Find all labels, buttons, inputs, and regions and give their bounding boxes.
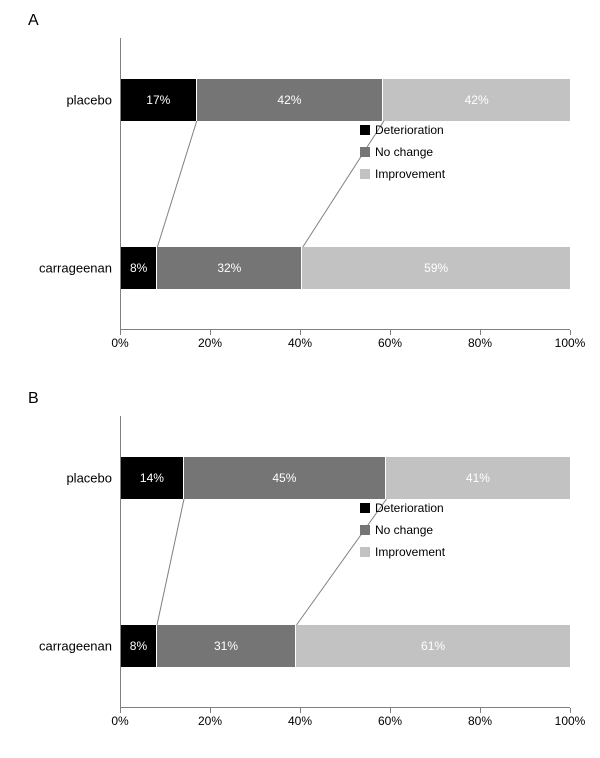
x-tick [300, 708, 301, 713]
bar-segment-label: 45% [272, 471, 296, 485]
legend-label: Deterioration [375, 501, 444, 515]
x-tick [570, 330, 571, 335]
bar-row: 8% 32% 59% [121, 247, 570, 289]
bar-segment: 41% [386, 457, 570, 499]
bar-segment-label: 8% [130, 261, 147, 275]
bar-segment-label: 61% [421, 639, 445, 653]
bar-segment-label: 42% [465, 93, 489, 107]
bar-segment: 59% [302, 247, 570, 289]
x-tick-label: 40% [288, 714, 312, 728]
x-axis: 0%20%40%60%80%100% [120, 708, 570, 732]
bar-segment: 61% [296, 625, 570, 667]
legend-item: No change [360, 145, 445, 159]
legend-label: No change [375, 523, 433, 537]
bar-segment-label: 59% [424, 261, 448, 275]
x-tick [120, 708, 121, 713]
x-tick-label: 80% [468, 714, 492, 728]
x-tick [120, 330, 121, 335]
x-tick-label: 20% [198, 714, 222, 728]
x-tick-label: 20% [198, 336, 222, 350]
bar-segment-label: 42% [277, 93, 301, 107]
category-label: placebo [30, 471, 112, 486]
x-tick [480, 330, 481, 335]
legend-swatch [360, 525, 370, 535]
category-label: carrageenan [30, 261, 112, 276]
x-tick [210, 708, 211, 713]
legend-item: Improvement [360, 167, 445, 181]
bar-segment-label: 14% [140, 471, 164, 485]
bar-segment-label: 8% [130, 639, 147, 653]
legend-label: Improvement [375, 167, 445, 181]
legend-item: Deterioration [360, 123, 445, 137]
x-tick-label: 40% [288, 336, 312, 350]
panel-letter: B [28, 390, 39, 408]
bar-segment: 17% [121, 79, 197, 121]
bar-segment: 32% [157, 247, 302, 289]
x-tick [300, 330, 301, 335]
x-tick [210, 330, 211, 335]
bar-segment: 42% [197, 79, 384, 121]
bar-segment: 8% [121, 625, 157, 667]
bar-row: 8% 31% 61% [121, 625, 570, 667]
bar-segment: 14% [121, 457, 184, 499]
legend-label: No change [375, 145, 433, 159]
bar-segment-label: 17% [146, 93, 170, 107]
legend-item: No change [360, 523, 445, 537]
legend-swatch [360, 169, 370, 179]
x-tick [390, 330, 391, 335]
plot-area: 17% 42% 42% 8% 32% 59% [120, 38, 570, 330]
x-tick [570, 708, 571, 713]
x-tick-label: 80% [468, 336, 492, 350]
x-tick-label: 100% [555, 336, 586, 350]
legend-swatch [360, 147, 370, 157]
x-tick-label: 0% [111, 714, 128, 728]
legend-label: Deterioration [375, 123, 444, 137]
x-tick [480, 708, 481, 713]
x-tick-label: 60% [378, 714, 402, 728]
legend-item: Improvement [360, 545, 445, 559]
x-tick [390, 708, 391, 713]
bar-segment: 8% [121, 247, 157, 289]
x-tick-label: 0% [111, 336, 128, 350]
bar-segment-label: 31% [214, 639, 238, 653]
x-tick-label: 100% [555, 714, 586, 728]
bar-segment: 31% [157, 625, 296, 667]
x-tick-label: 60% [378, 336, 402, 350]
bar-segment-label: 32% [217, 261, 241, 275]
bar-row: 14% 45% 41% [121, 457, 570, 499]
legend-swatch [360, 125, 370, 135]
category-label: carrageenan [30, 639, 112, 654]
legend: Deterioration No change Improvement [360, 123, 445, 189]
bar-row: 17% 42% 42% [121, 79, 570, 121]
bar-segment: 45% [184, 457, 386, 499]
legend-swatch [360, 503, 370, 513]
legend-label: Improvement [375, 545, 445, 559]
bar-segment-label: 41% [466, 471, 490, 485]
legend-item: Deterioration [360, 501, 445, 515]
x-axis: 0%20%40%60%80%100% [120, 330, 570, 354]
legend-swatch [360, 547, 370, 557]
legend: Deterioration No change Improvement [360, 501, 445, 567]
panel-letter: A [28, 12, 39, 30]
bar-segment: 42% [383, 79, 570, 121]
plot-area: 14% 45% 41% 8% 31% 61% [120, 416, 570, 708]
category-label: placebo [30, 93, 112, 108]
